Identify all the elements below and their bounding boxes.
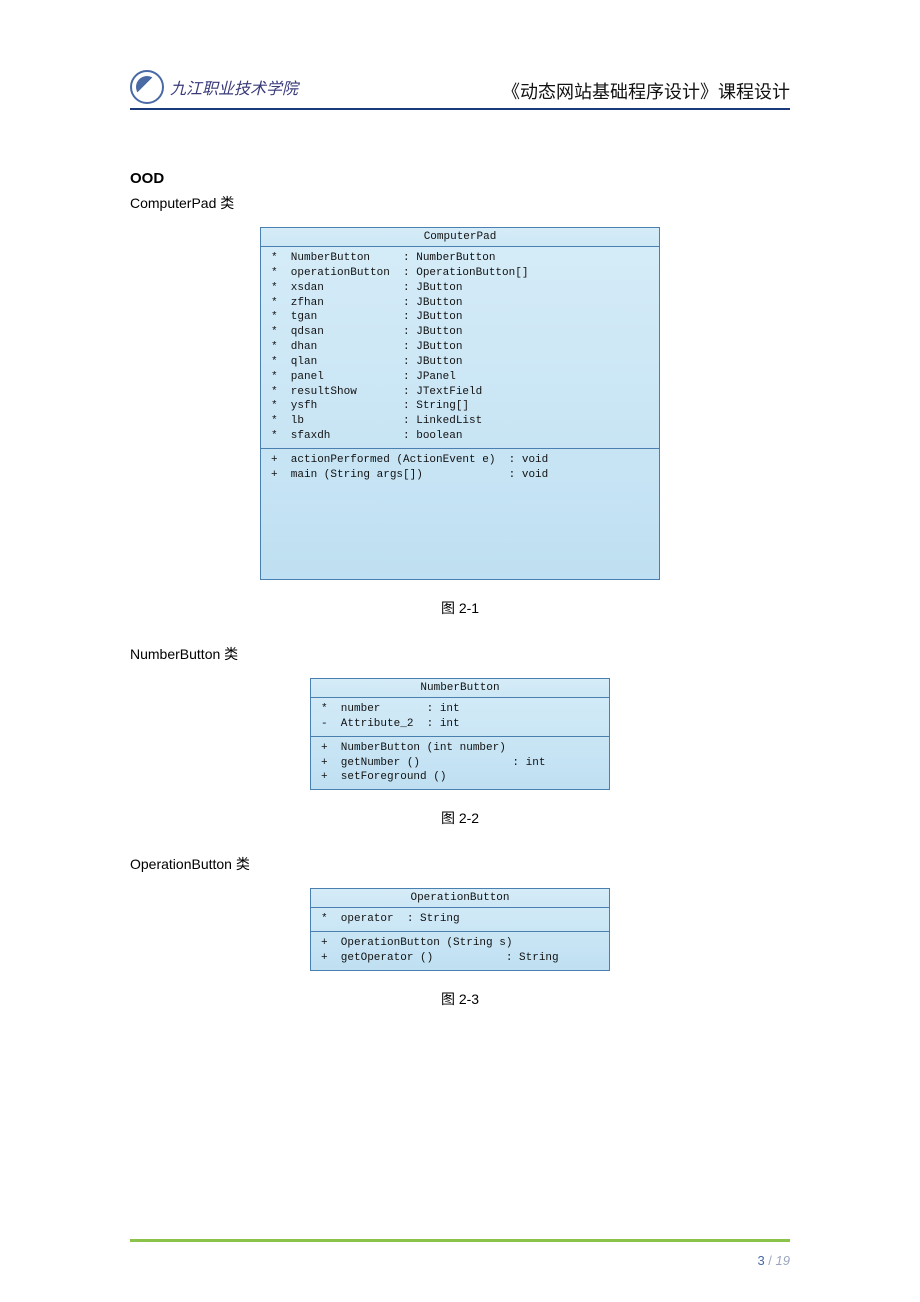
uml-operationbutton: OperationButton * operator : String + Op… [310, 888, 610, 971]
school-logo-icon [130, 70, 164, 104]
uml-attributes: * NumberButton : NumberButton * operatio… [261, 247, 659, 449]
course-title: 《动态网站基础程序设计》课程设计 [502, 78, 790, 104]
school-name: 九江职业技术学院 [170, 75, 298, 99]
figure-caption-3: 图 2-3 [130, 989, 790, 1009]
uml-methods: + actionPerformed (ActionEvent e) : void… [261, 449, 659, 579]
figure-caption-2: 图 2-2 [130, 808, 790, 828]
page-total: 19 [776, 1253, 790, 1268]
page-current: 3 [757, 1253, 764, 1268]
class2-label: NumberButton 类 [130, 644, 790, 664]
uml-title: NumberButton [311, 679, 609, 698]
uml-computerpad: ComputerPad * NumberButton : NumberButto… [260, 227, 660, 580]
uml-title: OperationButton [311, 889, 609, 908]
page-header: 九江职业技术学院 《动态网站基础程序设计》课程设计 [130, 70, 790, 110]
uml-attributes: * number : int - Attribute_2 : int [311, 698, 609, 737]
uml-title: ComputerPad [261, 228, 659, 247]
section-heading: OOD [130, 170, 790, 187]
logo-area: 九江职业技术学院 [130, 70, 298, 104]
footer-rule [130, 1239, 790, 1242]
page-sep: / [765, 1253, 776, 1268]
uml-attributes: * operator : String [311, 908, 609, 932]
page-number: 3 / 19 [757, 1253, 790, 1268]
uml-methods: + NumberButton (int number) + getNumber … [311, 737, 609, 790]
figure-caption-1: 图 2-1 [130, 598, 790, 618]
uml-numberbutton: NumberButton * number : int - Attribute_… [310, 678, 610, 790]
class1-label: ComputerPad 类 [130, 193, 790, 213]
class3-label: OperationButton 类 [130, 854, 790, 874]
uml-methods: + OperationButton (String s) + getOperat… [311, 932, 609, 970]
